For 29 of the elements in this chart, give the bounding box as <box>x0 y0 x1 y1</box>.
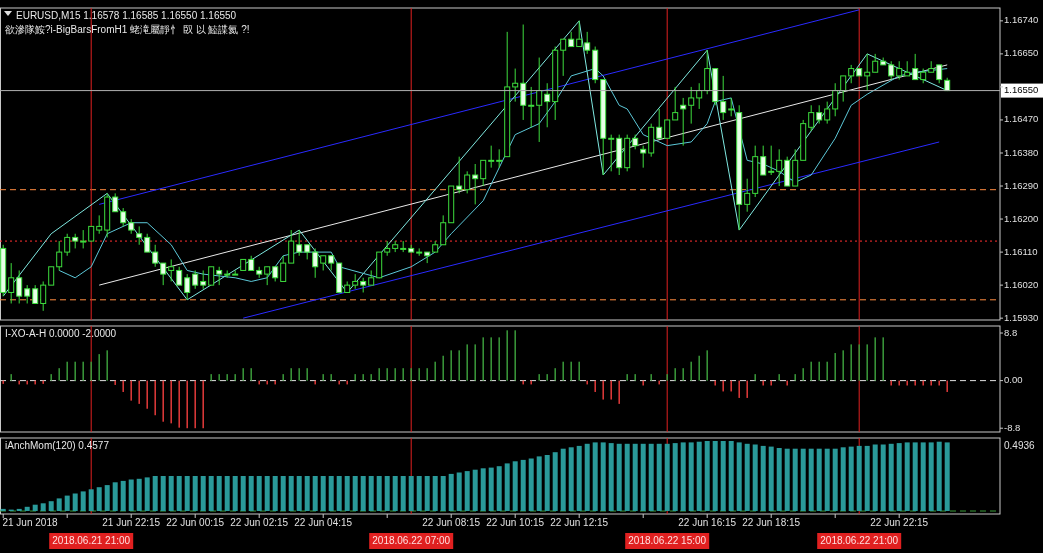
x-tick-label: 22 Jun 22:15 <box>870 516 929 528</box>
y-tick-label: 1.16020 <box>1004 278 1039 290</box>
x-tick-label: 22 Jun 10:15 <box>486 516 545 528</box>
y-tick-label: 1.16740 <box>1004 14 1039 26</box>
y-tick-label: 1.16290 <box>1004 179 1039 191</box>
x-tick-label: 22 Jun 18:15 <box>742 516 801 528</box>
x-tick-label: 22 Jun 12:15 <box>550 516 609 528</box>
y-tick-label: 0.00 <box>1004 374 1023 386</box>
x-tick-label: 22 Jun 08:15 <box>422 516 481 528</box>
ref-line-label: 2018.06.22 21:00 <box>820 534 899 546</box>
y-tick-label: 1.16200 <box>1004 212 1039 224</box>
ref-line-label: 1.16550 <box>1004 84 1039 96</box>
ref-line-label: 2018.06.22 15:00 <box>628 534 707 546</box>
y-tick-label: 1.16380 <box>1004 146 1039 158</box>
x-tick-label: 22 Jun 02:15 <box>230 516 289 528</box>
y-tick-label: 8.8 <box>1004 326 1018 338</box>
y-tick-label: -8.8 <box>1004 421 1021 433</box>
text: 0.4936 <box>1004 439 1036 451</box>
y-tick-label: 1.16470 <box>1004 113 1039 125</box>
y-tick-label: 1.16650 <box>1004 47 1039 59</box>
x-tick-label: 21 Jun 2018 <box>2 516 58 528</box>
y-tick-label: 1.16110 <box>1004 245 1038 257</box>
x-tick-label: 22 Jun 04:15 <box>294 516 353 528</box>
x-tick-label: 22 Jun 00:15 <box>166 516 225 528</box>
ref-line-label: 2018.06.22 07:00 <box>372 534 451 546</box>
x-tick-label: 21 Jun 22:15 <box>102 516 161 528</box>
x-tick-label: 22 Jun 16:15 <box>678 516 737 528</box>
y-tick-label: 1.15930 <box>1004 311 1039 323</box>
ref-line-label: 2018.06.21 21:00 <box>52 534 131 546</box>
